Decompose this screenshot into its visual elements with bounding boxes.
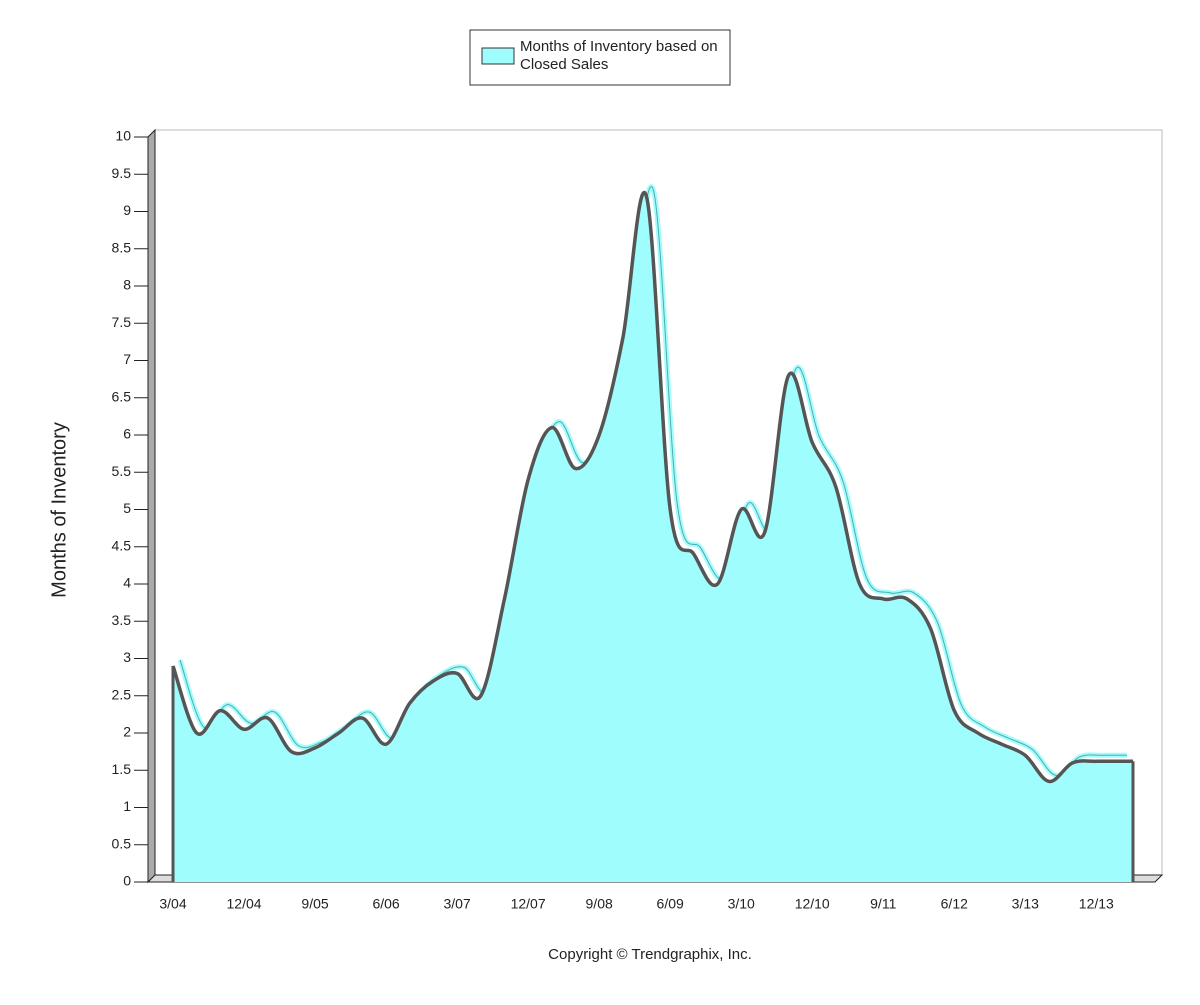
legend-swatch [481,47,515,65]
y-tick-label: 5.5 [112,463,132,479]
x-tick-label: 3/07 [443,896,470,912]
y-tick-label: 2.5 [112,686,132,702]
y-tick-label: 3.5 [112,612,132,628]
y-tick-label: 0 [123,873,131,889]
y-tick-label: 4.5 [112,537,132,553]
legend-label: Months of Inventory based on Closed Sale… [520,38,718,73]
y-tick-label: 6 [123,426,131,442]
y-tick-label: 4 [123,575,131,591]
y-tick-label: 0.5 [112,835,132,851]
x-tick-label: 3/13 [1012,896,1039,912]
y-tick-label: 8.5 [112,239,132,255]
y-tick-label: 2 [123,724,131,740]
x-tick-label: 12/10 [795,896,830,912]
x-tick-label: 12/13 [1079,896,1114,912]
legend-label-box: Months of Inventory based on Closed Sale… [520,38,718,73]
x-tick-label: 6/06 [372,896,399,912]
y-tick-label: 10 [115,128,131,144]
x-tick-label: 3/04 [159,896,186,912]
y-tick-label: 8 [123,277,131,293]
copyright: Copyright © Trendgraphix, Inc. [548,946,752,963]
y-tick-label: 1.5 [112,761,132,777]
y-tick-label: 7 [123,351,131,367]
y-axis-label: Months of Inventory [48,422,70,598]
y-tick-label: 6.5 [112,388,132,404]
y-tick-label: 3 [123,649,131,665]
x-tick-label: 9/08 [586,896,613,912]
area-line [171,191,1133,784]
x-tick-label: 3/10 [728,896,755,912]
area [173,192,1133,883]
y-tick-label: 5 [123,500,131,516]
y-tick-label: 9.5 [112,165,132,181]
x-tick-label: 9/05 [301,896,328,912]
y-tick-label: 9 [123,202,131,218]
x-tick-label: 6/09 [657,896,684,912]
x-tick-label: 12/07 [511,896,546,912]
x-tick-label: 6/12 [941,896,968,912]
y-tick-label: 1 [123,798,131,814]
x-tick-label: 9/11 [870,896,896,912]
y-tick-label: 7.5 [112,314,132,330]
x-tick-label: 12/04 [227,896,262,912]
left-wall [147,128,156,884]
